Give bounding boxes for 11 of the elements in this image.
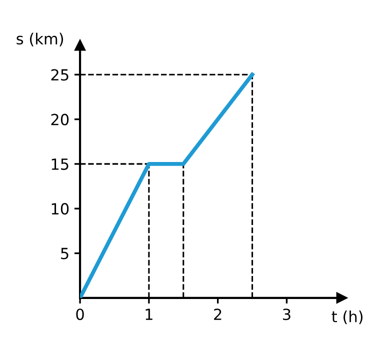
- x-tick-label: 2: [214, 308, 222, 320]
- y-tick-label: 15: [52, 158, 68, 170]
- y-tick-label: 20: [51, 114, 69, 126]
- y-tick-label: 5: [61, 248, 68, 260]
- y-axis-title: s (km): [16, 32, 64, 46]
- x-tick-label: 1: [146, 308, 152, 320]
- y-tick-label: 10: [52, 203, 69, 215]
- x-axis-title: t (h): [332, 310, 362, 324]
- x-tick-label: 0: [76, 308, 84, 320]
- x-tick-label: 3: [283, 308, 290, 320]
- y-tick-label: 25: [51, 69, 68, 81]
